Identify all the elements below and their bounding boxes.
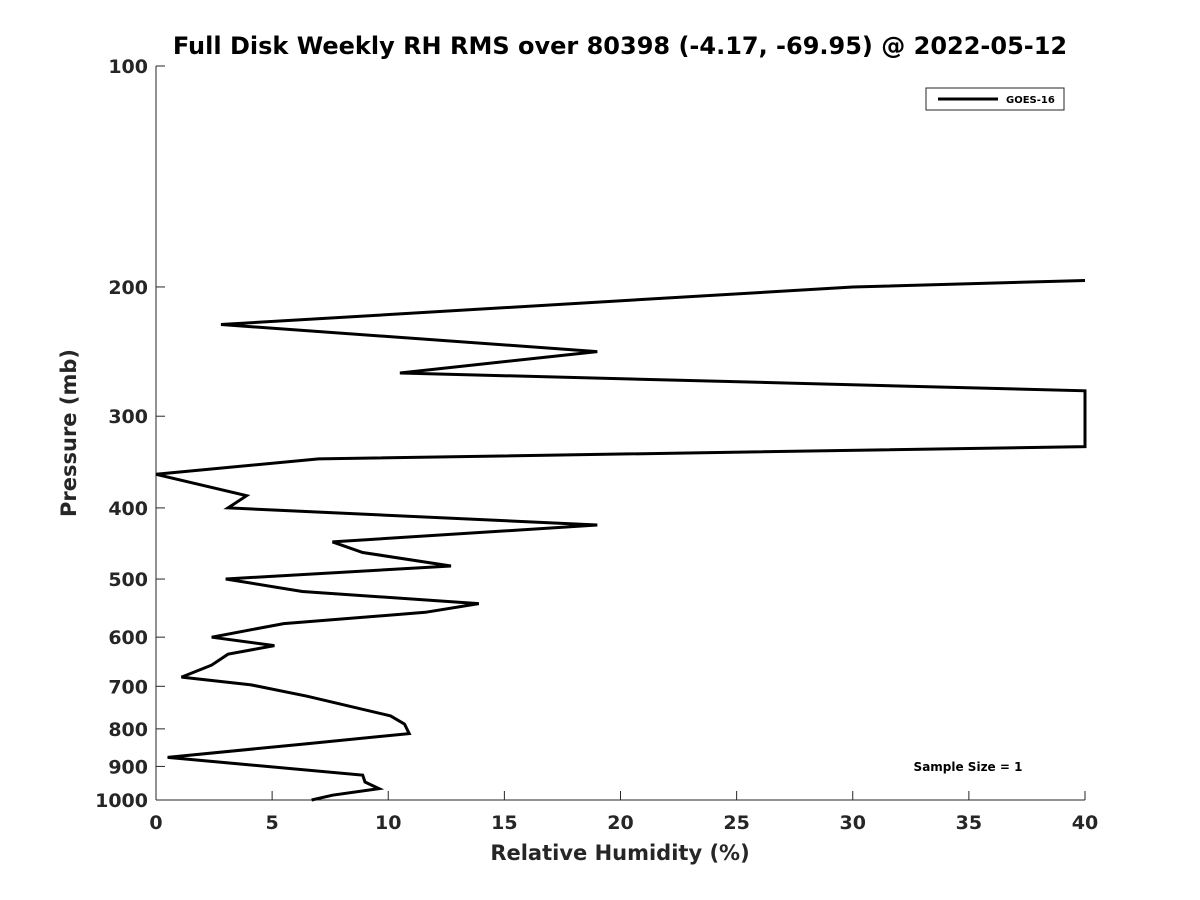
sample-size-annotation: Sample Size = 1 <box>914 760 1023 774</box>
x-tick-label: 15 <box>491 812 517 834</box>
y-tick-label: 200 <box>108 277 148 299</box>
x-tick-label: 20 <box>607 812 633 834</box>
y-tick-label: 100 <box>108 56 148 78</box>
x-tick-label: 25 <box>723 812 749 834</box>
x-tick-label: 35 <box>956 812 982 834</box>
x-tick-label: 10 <box>375 812 401 834</box>
x-tick-label: 30 <box>840 812 866 834</box>
y-tick-label: 300 <box>108 406 148 428</box>
axes: 0 5 10 15 20 25 30 35 40 100 200 300 400 500 600 700 800… <box>95 56 1098 834</box>
y-tick-label: 500 <box>108 569 148 591</box>
y-tick-label: 900 <box>108 756 148 778</box>
x-tick-label: 40 <box>1072 812 1098 834</box>
y-axis-label: Pressure (mb) <box>57 349 81 517</box>
y-tick-label: 400 <box>108 498 148 520</box>
y-tick-label: 800 <box>108 719 148 741</box>
legend-entry-goes-16: GOES-16 <box>1006 95 1055 106</box>
legend: GOES-16 <box>925 87 1065 111</box>
x-axis-label: Relative Humidity (%) <box>490 841 749 865</box>
y-tick-label: 700 <box>108 676 148 698</box>
y-tick-label: 1000 <box>95 790 148 812</box>
series-line-goes-16 <box>155 279 1087 802</box>
y-tick-label: 600 <box>108 627 148 649</box>
series-layer <box>155 279 1087 802</box>
x-tick-label: 0 <box>149 812 162 834</box>
chart-title: Full Disk Weekly RH RMS over 80398 (-4.1… <box>173 32 1067 60</box>
x-tick-label: 5 <box>266 812 279 834</box>
